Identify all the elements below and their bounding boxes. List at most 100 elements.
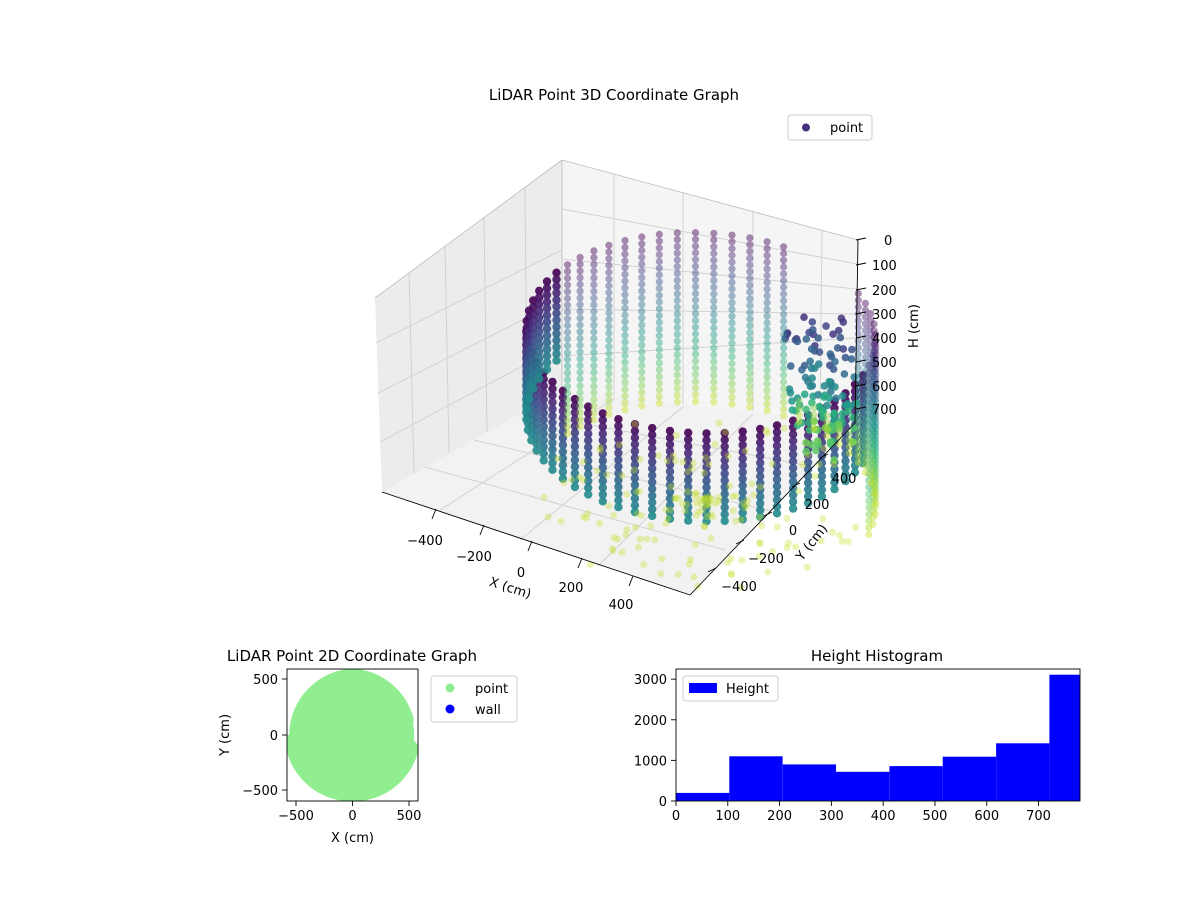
scatter-point-3d — [780, 337, 788, 345]
scatter-point-3d — [568, 476, 576, 484]
scatter-point-3d — [803, 485, 813, 494]
x-tick-label: 200 — [767, 809, 792, 824]
scatter-point-3d — [811, 425, 820, 434]
z-tick-label: 700 — [872, 403, 897, 418]
scatter-point-3d — [780, 371, 788, 379]
scatter-point-3d — [788, 504, 798, 513]
scatter-point-3d — [810, 411, 818, 419]
scatter-point-3d — [870, 394, 878, 402]
scatter-point-3d — [870, 320, 878, 328]
scatter-point-3d — [871, 341, 879, 349]
scatter-point-3d — [795, 487, 802, 495]
scatter-point-3d — [672, 457, 679, 465]
scatter-point-3d — [870, 442, 878, 450]
scatter-point-3d — [772, 482, 782, 491]
scatter-point-3d — [638, 368, 646, 376]
scatter-point-3d — [870, 408, 878, 416]
scatter-point-3d — [605, 282, 613, 290]
scatter-point-3d — [870, 448, 878, 456]
scatter-point-3d — [810, 404, 818, 412]
scatter-point-3d — [871, 496, 879, 505]
scatter-point-3d — [865, 402, 873, 410]
scatter-point-3d — [563, 261, 572, 269]
scatter-point-3d — [839, 345, 848, 353]
scatter-point-3d — [763, 387, 771, 395]
scatter-point-3d — [869, 459, 877, 468]
scatter-point-3d — [614, 482, 623, 491]
scatter-point-3d — [614, 475, 623, 485]
scatter-point-3d — [548, 465, 557, 474]
scatter-point-3d — [673, 283, 681, 291]
scatter-point-3d — [558, 440, 568, 450]
scatter-point-3d — [655, 237, 663, 245]
scatter-point-3d — [746, 376, 754, 384]
scatter-point-3d — [737, 584, 745, 591]
scatter-point-3d — [576, 321, 584, 329]
scatter-point-3d — [865, 470, 873, 478]
scatter-point-3d — [687, 556, 694, 563]
scatter-point-3d — [795, 397, 803, 405]
scatter-point-3d — [772, 468, 782, 477]
scatter-point-3d — [614, 421, 623, 431]
scatter-point-3d — [539, 422, 548, 431]
scatter-point-3d — [596, 447, 604, 454]
scatter-point-3d — [691, 541, 699, 549]
scatter-point-3d — [738, 440, 747, 450]
scatter-point-3d — [820, 393, 828, 401]
scatter-point-3d — [638, 375, 646, 383]
scatter-point-3d — [861, 421, 870, 429]
scatter-point-3d — [698, 507, 706, 515]
scatter-point-3d — [691, 316, 700, 324]
scatter-point-3d — [872, 472, 880, 481]
scatter-point-3d — [728, 312, 736, 320]
scatter-point-3d — [763, 272, 771, 280]
y-tick-label: 3000 — [634, 673, 667, 688]
scatter-point-3d — [540, 493, 548, 501]
scatter-point-3d — [673, 310, 681, 318]
scatter-point-3d — [542, 297, 552, 306]
scatter-point-3d — [829, 528, 836, 536]
scatter-point-3d — [813, 437, 822, 445]
scatter-point-3d — [673, 351, 681, 359]
scatter-point-3d — [693, 489, 701, 497]
scatter-point-3d — [605, 383, 613, 391]
scatter-point-3d — [584, 409, 593, 418]
scatter-point-3d — [598, 490, 607, 499]
scatter-point-3d — [817, 472, 827, 481]
scatter-point-3d — [673, 337, 681, 345]
scatter-point-3d — [560, 479, 568, 487]
scatter-point-3d — [738, 474, 747, 484]
scatter-point-3d — [869, 378, 877, 386]
scatter-point-3d — [867, 404, 875, 412]
scatter-point-3d — [845, 442, 854, 450]
scatter-point-3d — [746, 396, 754, 404]
scatter-point-3d — [630, 433, 640, 442]
scatter-point-3d — [850, 461, 860, 470]
scatter-point-3d — [651, 536, 659, 544]
scatter-point-3d — [870, 482, 878, 490]
scatter-point-3d — [576, 375, 584, 383]
scatter-point-3d — [763, 292, 771, 300]
scatter-point-3d — [746, 403, 754, 411]
scatter-point-3d — [871, 368, 879, 376]
scatter-point-3d — [854, 431, 862, 440]
y-tick-label: 200 — [805, 498, 830, 513]
scatter-point-3d — [763, 353, 771, 361]
scatter-point-3d — [576, 287, 584, 295]
scatter-point-3d — [691, 229, 700, 237]
scatter-point-3d — [823, 418, 831, 426]
scatter-point-3d — [710, 270, 718, 278]
scatter-point-3d — [867, 418, 875, 426]
scatter-point-3d — [548, 431, 557, 441]
scatter-point-3d — [691, 283, 700, 291]
scatter-point-3d — [743, 501, 751, 509]
scatter-point-3d — [872, 330, 880, 339]
scatter-point-3d — [673, 344, 681, 352]
scatter-point-3d — [728, 359, 736, 368]
scatter-point-3d — [871, 415, 879, 423]
scatter-point-3d — [854, 323, 862, 331]
scatter-point-3d — [872, 337, 880, 345]
histogram-bar — [942, 756, 996, 801]
scatter-point-3d — [671, 495, 679, 503]
